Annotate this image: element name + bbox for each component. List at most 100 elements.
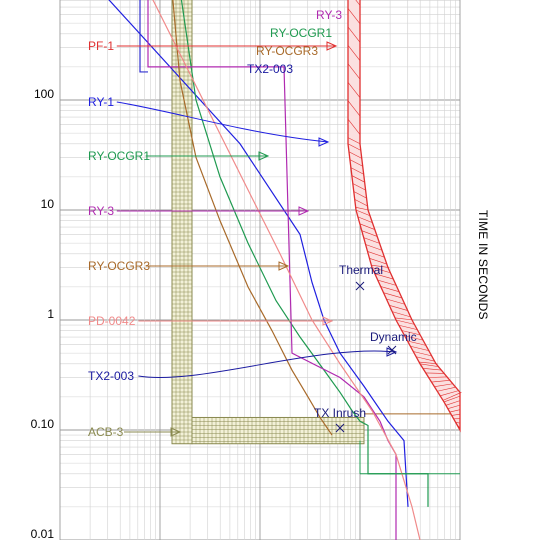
arrowhead-ry-1 xyxy=(318,137,330,147)
pf-1-hatch xyxy=(404,335,424,341)
top-label-tx2-003: TX2-003 xyxy=(247,62,293,76)
pf-1-hatch xyxy=(395,319,415,325)
arrow-tx2-003 xyxy=(138,350,397,379)
pf-1-hatch xyxy=(347,143,361,151)
arrowhead-ry-3 xyxy=(298,206,310,216)
pf-1-hatch xyxy=(416,356,435,362)
pf-1-hatch xyxy=(428,376,448,378)
pf-1-hatch xyxy=(455,421,461,424)
arrow-ry-1 xyxy=(116,101,329,143)
pf-1-hatch xyxy=(383,292,403,299)
pf-1-hatch xyxy=(347,45,361,61)
pf-1-hatch xyxy=(451,413,461,416)
pf-1-hatch xyxy=(449,409,461,413)
pf-1-hatch xyxy=(347,100,361,117)
marker-tx-inrush xyxy=(335,423,345,433)
pf-1-hatch xyxy=(367,251,385,258)
legend-label-ry-1: RY-1 xyxy=(88,95,114,109)
pf-1-hatch xyxy=(348,151,362,159)
arrowhead-pd-0042 xyxy=(322,316,334,326)
y-tick-label: 10 xyxy=(41,197,55,211)
arrowhead-acb-3 xyxy=(170,427,182,437)
pf-1-hatch xyxy=(445,400,461,406)
pf-1-hatch xyxy=(374,273,394,280)
legend-label-ry-ocgr1: RY-OCGR1 xyxy=(88,149,150,163)
pf-1-hatch xyxy=(357,216,373,223)
pf-1-hatch xyxy=(431,380,450,383)
y-tick-label: 100 xyxy=(34,87,54,101)
pf-1-hatch xyxy=(354,199,368,207)
pf-1-hatch xyxy=(398,324,418,330)
pf-1-hatch xyxy=(350,167,364,175)
arrowhead-pf-1 xyxy=(326,41,338,51)
pf-1-hatch xyxy=(371,267,391,274)
pf-1-hatch xyxy=(442,392,462,401)
legend-label-ry-ocgr3: RY-OCGR3 xyxy=(88,259,150,273)
pf-1-hatch xyxy=(361,230,378,237)
pf-1-hatch xyxy=(352,183,366,191)
pf-1-hatch xyxy=(363,237,380,244)
y-tick-label: 0.10 xyxy=(31,417,55,431)
pf-1-hatch xyxy=(355,207,369,211)
pf-1-damage-band xyxy=(347,0,461,433)
annotation-thermal: Thermal xyxy=(339,263,383,277)
y-axis-label: TIME IN SECONDS xyxy=(476,210,490,320)
arrowhead-ry-ocgr1 xyxy=(258,151,270,161)
legend-label-ry-3: RY-3 xyxy=(88,204,114,218)
pf-1-hatch xyxy=(419,363,439,367)
marker-thermal xyxy=(355,281,365,291)
pf-1-hatch xyxy=(347,8,361,25)
pf-1-hatch xyxy=(425,372,445,374)
pf-1-hatch xyxy=(401,330,421,336)
top-label-ry-ocgr1: RY-OCGR1 xyxy=(270,26,332,40)
tx2-003-curve xyxy=(139,0,148,73)
annotation-tx-inrush: TX Inrush xyxy=(314,406,366,420)
pf-1-hatch xyxy=(434,383,453,387)
pf-1-hatch xyxy=(422,368,442,371)
marker-dynamic xyxy=(387,345,397,355)
pf-1-hatch xyxy=(447,404,461,409)
pf-1-hatch xyxy=(347,63,361,80)
pf-1-hatch xyxy=(347,82,361,98)
top-label-ry-1: RY-1 xyxy=(322,0,348,2)
pf-1-hatch xyxy=(355,0,361,6)
pf-1-hatch xyxy=(457,425,461,428)
pf-1-hatch xyxy=(377,279,397,286)
pf-1-hatch xyxy=(347,137,361,145)
ry-ocgr3-curve xyxy=(172,0,333,436)
pf-1-hatch xyxy=(413,351,432,357)
pf-1-hatch xyxy=(355,209,371,217)
legend-label-acb-3: ACB-3 xyxy=(88,425,124,439)
pf-1-hatch xyxy=(443,395,461,403)
pf-1-hatch xyxy=(359,223,375,230)
pf-1-hatch xyxy=(419,361,438,365)
pf-1-hatch xyxy=(386,298,405,305)
pf-1-hatch xyxy=(365,244,383,251)
pf-1-hatch xyxy=(371,264,390,268)
acb-3-horizontal xyxy=(191,416,365,445)
pf-1-hatch xyxy=(459,428,461,431)
pf-1-hatch xyxy=(349,159,363,167)
chart-labels: 100 10 1 0.10 0.01 PF-1 RY-1 RY-OCGR1 RY-3 RY-OCG… xyxy=(31,0,417,540)
arrowhead-ry-ocgr3 xyxy=(278,261,290,271)
pf-1-hatch xyxy=(380,286,400,292)
annotation-dynamic: Dynamic xyxy=(370,330,417,344)
legend-label-pf-1: PF-1 xyxy=(88,39,114,53)
pf-1-hatch xyxy=(410,345,429,351)
pf-1-hatch xyxy=(407,340,426,346)
pf-1-hatch xyxy=(351,175,365,183)
pf-1-hatch xyxy=(440,390,459,397)
pf-1-hatch xyxy=(347,26,361,43)
pf-1-hatch xyxy=(353,191,367,199)
pf-1-hatch xyxy=(392,311,411,318)
y-tick-label: 1 xyxy=(47,307,54,321)
chart-curves xyxy=(108,0,462,540)
pf-1-hatch xyxy=(389,305,408,311)
pf-1-hatch xyxy=(437,386,456,392)
pf-1-hatch xyxy=(369,258,387,265)
top-label-ry-ocgr3: RY-OCGR3 xyxy=(256,44,318,58)
legend-label-tx2-003: TX2-003 xyxy=(88,369,134,383)
legend-label-pd-0042: PD-0042 xyxy=(88,314,136,328)
top-label-ry-3: RY-3 xyxy=(316,8,342,22)
